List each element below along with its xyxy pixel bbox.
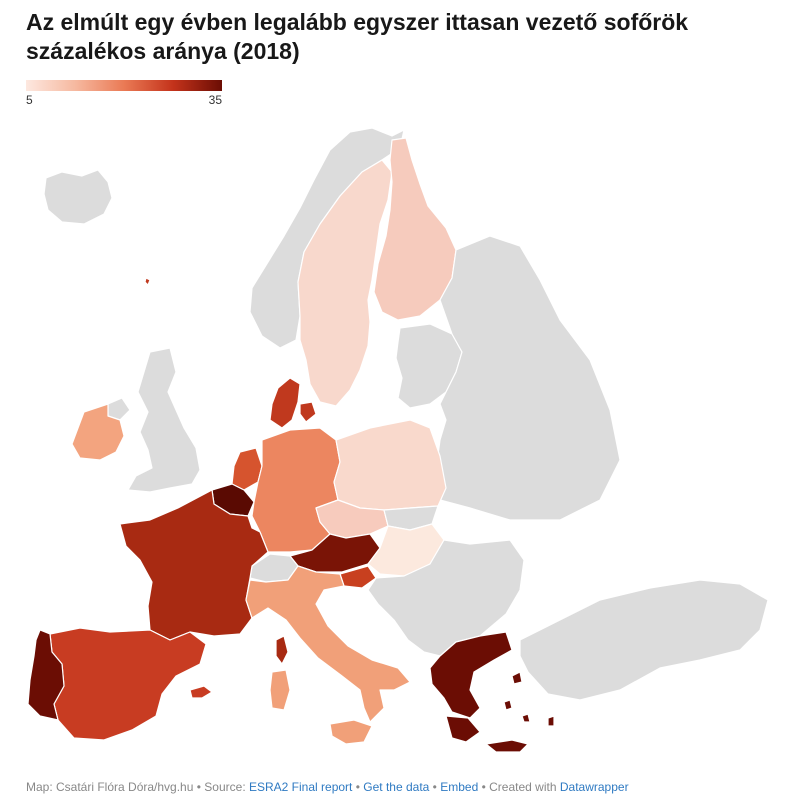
country-netherlands[interactable] — [231, 447, 263, 491]
country-faroe — [144, 277, 151, 286]
country-greece[interactable] — [429, 631, 513, 719]
legend-max-label: 35 — [208, 93, 222, 107]
country-sweden[interactable] — [297, 159, 393, 407]
country-germany[interactable] — [251, 427, 341, 553]
legend-min-label: 5 — [26, 93, 33, 107]
source-label: Source: — [204, 780, 246, 794]
map-svg — [27, 127, 769, 753]
country-eastern-europe[interactable] — [435, 235, 621, 521]
country-greece-islands[interactable] — [503, 671, 555, 727]
country-uk[interactable] — [127, 347, 201, 493]
country-turkey[interactable] — [519, 579, 769, 701]
europe-choropleth-map — [0, 110, 797, 775]
created-with-label: Created with — [489, 780, 557, 794]
country-balearic[interactable] — [189, 685, 213, 699]
country-spain[interactable] — [49, 627, 207, 741]
country-sardinia[interactable] — [269, 669, 291, 711]
country-balkans[interactable] — [367, 539, 525, 657]
embed-link[interactable]: Embed — [440, 780, 479, 794]
footer-credits: Map: Csatári Flóra Dóra/hvg.hu • Source:… — [26, 780, 629, 794]
page-title: Az elmúlt egy évben legalább egyszer itt… — [26, 9, 689, 64]
source-link[interactable]: ESRA2 Final report — [249, 780, 353, 794]
country-corsica[interactable] — [275, 635, 289, 665]
country-portugal[interactable] — [27, 629, 65, 721]
datawrapper-link[interactable]: Datawrapper — [559, 780, 629, 794]
legend-gradient-bar — [26, 80, 222, 91]
country-denmark[interactable] — [269, 377, 317, 429]
country-ireland[interactable] — [71, 403, 125, 461]
map-credit: Map: Csatári Flóra Dóra/hvg.hu — [26, 780, 194, 794]
country-italy[interactable] — [245, 565, 411, 723]
country-czechia[interactable] — [315, 499, 389, 539]
country-finland[interactable] — [373, 137, 457, 321]
country-greece-peloponnese[interactable] — [445, 715, 481, 743]
country-sicily[interactable] — [329, 719, 373, 745]
get-data-link[interactable]: Get the data — [363, 780, 430, 794]
country-poland[interactable] — [333, 419, 447, 511]
country-iceland[interactable] — [43, 169, 113, 225]
color-legend: 5 35 — [26, 80, 222, 109]
country-greece-crete[interactable] — [485, 739, 529, 753]
